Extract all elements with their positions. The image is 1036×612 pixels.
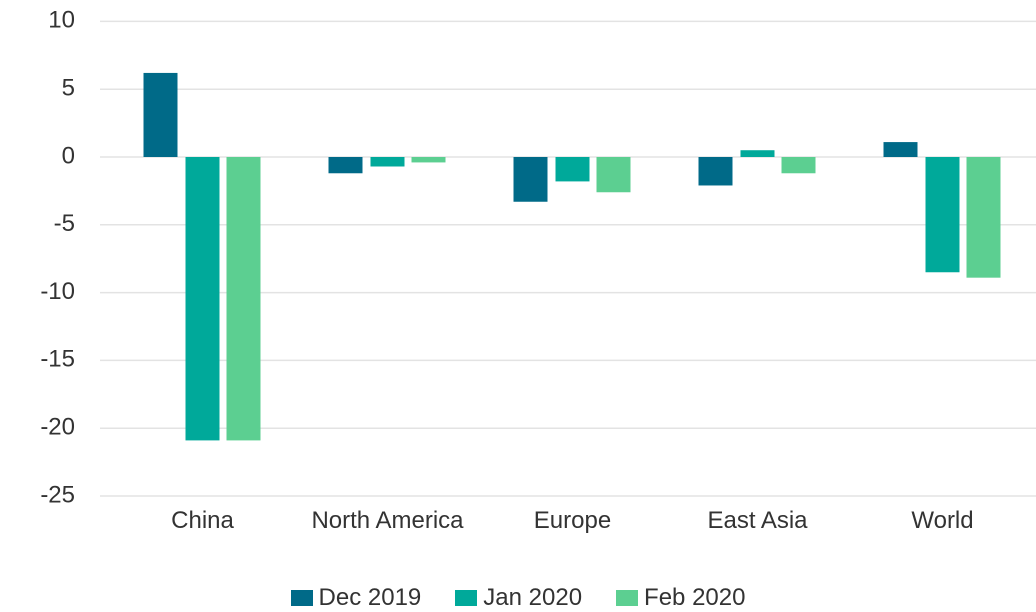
bar [596,157,631,193]
bar [226,157,261,441]
legend-item: Dec 2019 [290,584,422,612]
y-tick-label: -5 [54,210,75,237]
y-tick-label: -10 [40,278,75,305]
bar [411,157,446,163]
y-tick-label: 0 [62,142,75,169]
y-tick-label: 10 [48,7,75,34]
x-tick-label: North America [311,507,464,534]
bar [143,72,178,157]
x-tick-label: Europe [533,507,612,534]
legend: Dec 2019 Jan 2020 Feb 2020 [0,584,1036,612]
bar [781,157,816,174]
bar [328,157,363,174]
bar [698,157,733,186]
y-tick-label: 5 [62,75,75,102]
bar [740,150,775,157]
legend-label: Feb 2020 [644,584,746,611]
x-tick-label: World [911,507,974,534]
legend-item: Feb 2020 [616,584,745,612]
bar [185,157,220,441]
legend-item: Jan 2020 [455,584,582,612]
bar [555,157,590,182]
legend-swatch [290,590,313,606]
bar [883,142,918,157]
legend-swatch [455,590,478,606]
y-tick-label: -20 [40,414,75,441]
bar [513,157,548,202]
x-tick-label: China [171,507,234,534]
legend-swatch [616,590,639,606]
x-tick-label: East Asia [707,507,808,534]
bar [925,157,960,273]
y-tick-label: -15 [40,346,75,373]
legend-label: Jan 2020 [483,584,583,611]
y-tick-label: -25 [40,481,75,508]
legend-label: Dec 2019 [318,584,422,611]
bar [370,157,405,167]
bar [966,157,1001,278]
